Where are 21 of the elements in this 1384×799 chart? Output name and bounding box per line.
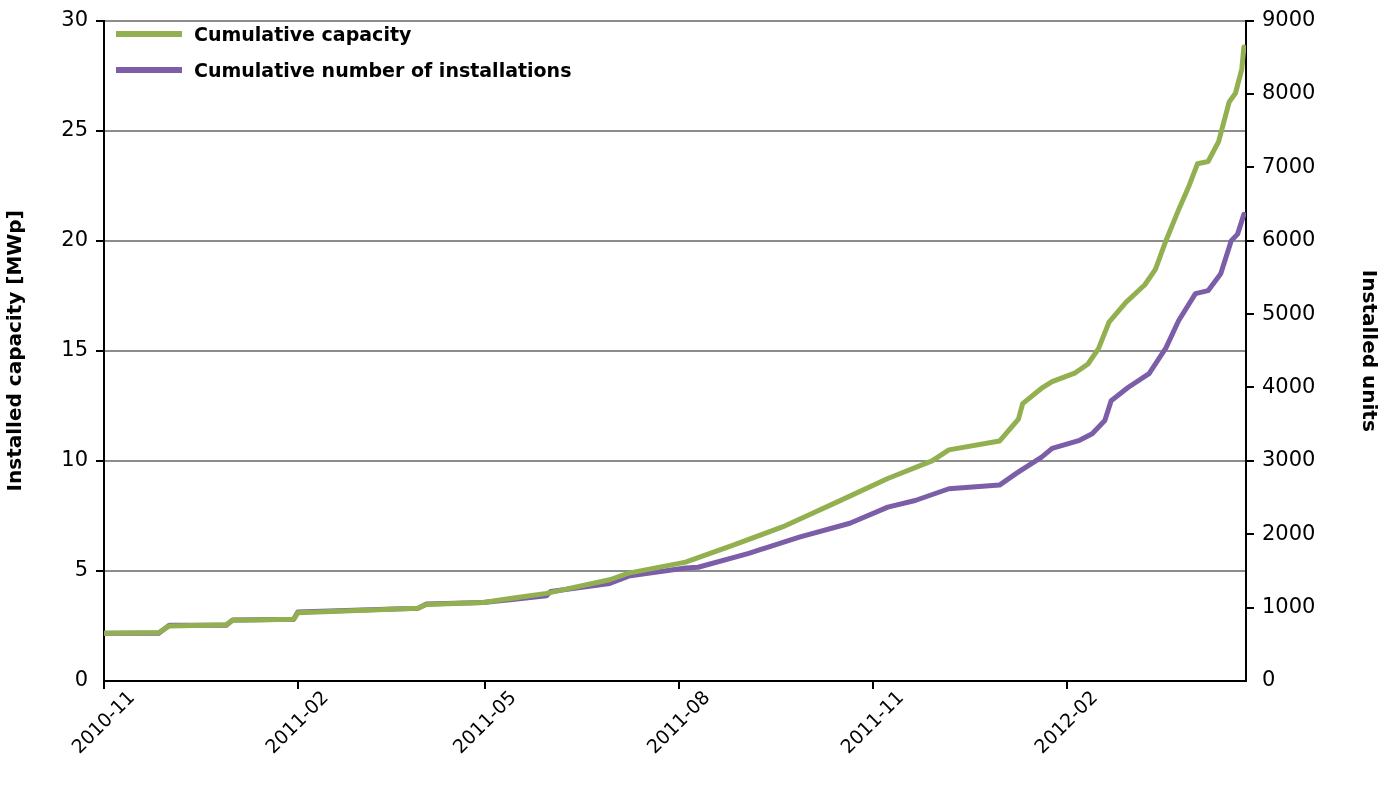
y2-tick-label: 2000 bbox=[1262, 520, 1316, 545]
y2-tick-label: 5000 bbox=[1262, 300, 1316, 325]
y-axis-title: Installed capacity [MWp] bbox=[2, 210, 27, 492]
y-tick-label: 15 bbox=[61, 337, 88, 362]
y-tick-label: 20 bbox=[61, 227, 88, 252]
y-tick-label: 0 bbox=[74, 667, 88, 692]
y2-tick-label: 3000 bbox=[1262, 447, 1316, 472]
legend-label: Cumulative capacity bbox=[194, 22, 412, 45]
y-tick-label: 5 bbox=[74, 557, 88, 582]
legend-label: Cumulative number of installations bbox=[194, 58, 572, 81]
y-tick-label: 30 bbox=[61, 7, 88, 32]
y2-tick-label: 0 bbox=[1262, 667, 1276, 692]
y2-tick-label: 6000 bbox=[1262, 227, 1316, 252]
y2-tick-label: 4000 bbox=[1262, 373, 1316, 398]
y2-tick-label: 8000 bbox=[1262, 80, 1316, 105]
y-tick-label: 10 bbox=[61, 447, 88, 472]
y2-tick-label: 7000 bbox=[1262, 153, 1316, 178]
y2-tick-label: 9000 bbox=[1262, 7, 1316, 32]
y2-axis-title: Installed units bbox=[1357, 269, 1382, 432]
y2-tick-label: 1000 bbox=[1262, 594, 1316, 619]
y-tick-label: 25 bbox=[61, 117, 88, 142]
